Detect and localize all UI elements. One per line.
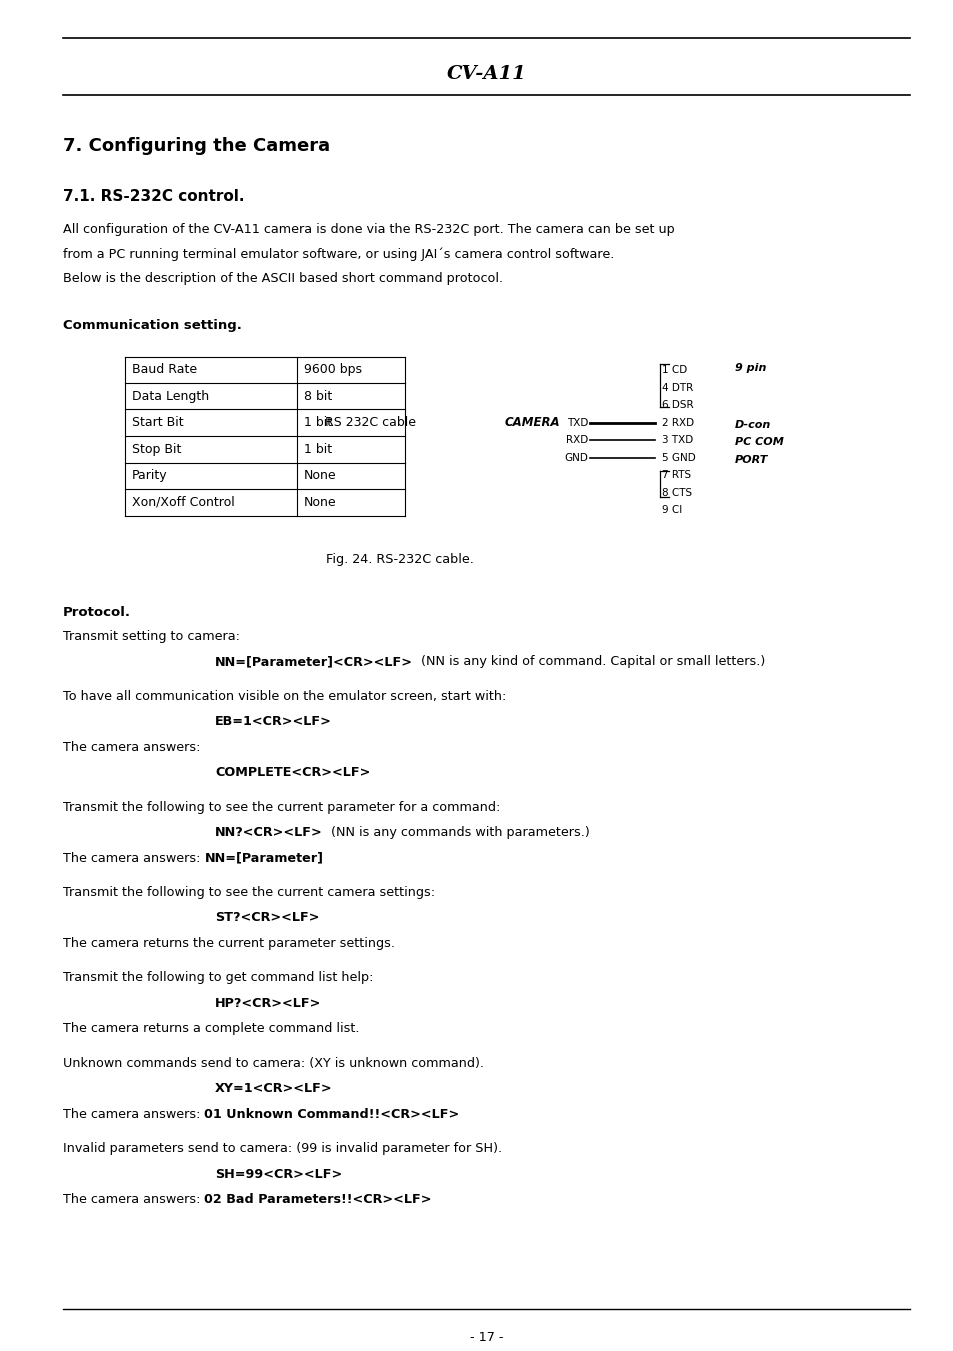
Text: EB=1<CR><LF>: EB=1<CR><LF> [214,715,332,728]
Text: from a PC running terminal emulator software, or using JAI´s camera control soft: from a PC running terminal emulator soft… [63,247,614,261]
Text: NN?<CR><LF>: NN?<CR><LF> [214,825,322,839]
Text: To have all communication visible on the emulator screen, start with:: To have all communication visible on the… [63,689,506,703]
Text: 1 CD: 1 CD [661,365,686,376]
Text: COMPLETE<CR><LF>: COMPLETE<CR><LF> [214,766,370,780]
Text: 5 GND: 5 GND [661,453,695,463]
Text: Communication setting.: Communication setting. [63,319,242,331]
Text: GND: GND [563,453,587,463]
Text: D-con: D-con [734,420,770,430]
Text: Stop Bit: Stop Bit [132,443,181,455]
Text: SH=99<CR><LF>: SH=99<CR><LF> [214,1167,342,1181]
Text: The camera answers:: The camera answers: [63,1108,204,1121]
Text: 01 Unknown Command!!<CR><LF>: 01 Unknown Command!!<CR><LF> [204,1108,459,1121]
Text: All configuration of the CV-A11 camera is done via the RS-232C port. The camera : All configuration of the CV-A11 camera i… [63,223,674,236]
Text: 1 bit: 1 bit [304,443,332,455]
Text: 7 RTS: 7 RTS [661,470,690,480]
Text: 8 CTS: 8 CTS [661,488,691,497]
Text: 8 bit: 8 bit [304,389,332,403]
Text: None: None [304,496,336,509]
Text: The camera answers:: The camera answers: [63,740,200,754]
Text: Below is the description of the ASCII based short command protocol.: Below is the description of the ASCII ba… [63,272,502,285]
Text: XY=1<CR><LF>: XY=1<CR><LF> [214,1082,333,1096]
Text: TXD: TXD [566,417,587,428]
Text: 9 CI: 9 CI [661,505,681,515]
Text: RXD: RXD [565,435,587,446]
Text: Transmit the following to get command list help:: Transmit the following to get command li… [63,971,374,985]
Text: The camera answers:: The camera answers: [63,851,204,865]
Text: Xon/Xoff Control: Xon/Xoff Control [132,496,234,509]
Text: Unknown commands send to camera: (XY is unknown command).: Unknown commands send to camera: (XY is … [63,1056,483,1070]
Text: 7. Configuring the Camera: 7. Configuring the Camera [63,136,330,155]
Text: The camera returns the current parameter settings.: The camera returns the current parameter… [63,938,395,950]
Text: None: None [304,469,336,482]
Text: PC COM: PC COM [734,438,783,447]
Text: HP?<CR><LF>: HP?<CR><LF> [214,997,321,1011]
Text: 4 DTR: 4 DTR [661,382,693,393]
Text: (NN is any kind of command. Capital or small letters.): (NN is any kind of command. Capital or s… [413,655,764,669]
Text: ST?<CR><LF>: ST?<CR><LF> [214,912,319,924]
Text: NN=[Parameter]<CR><LF>: NN=[Parameter]<CR><LF> [214,655,413,669]
Text: Transmit the following to see the current camera settings:: Transmit the following to see the curren… [63,886,435,898]
Text: Fig. 24. RS-232C cable.: Fig. 24. RS-232C cable. [326,554,474,566]
Text: Start Bit: Start Bit [132,416,183,430]
Text: - 17 -: - 17 - [469,1331,503,1344]
Text: Baud Rate: Baud Rate [132,363,197,376]
Text: CV-A11: CV-A11 [446,65,526,82]
Text: 7.1. RS-232C control.: 7.1. RS-232C control. [63,189,244,204]
Text: PORT: PORT [734,455,767,465]
Text: Invalid parameters send to camera: (99 is invalid parameter for SH).: Invalid parameters send to camera: (99 i… [63,1143,501,1155]
Text: 2 RXD: 2 RXD [661,417,694,428]
Text: 9 pin: 9 pin [734,363,765,373]
Text: Protocol.: Protocol. [63,605,131,619]
Text: Data Length: Data Length [132,389,209,403]
Text: (NN is any commands with parameters.): (NN is any commands with parameters.) [322,825,589,839]
Text: Parity: Parity [132,469,168,482]
Text: CAMERA: CAMERA [504,416,560,430]
Text: Transmit the following to see the current parameter for a command:: Transmit the following to see the curren… [63,801,500,813]
Text: 02 Bad Parameters!!<CR><LF>: 02 Bad Parameters!!<CR><LF> [204,1193,432,1206]
Text: 9600 bps: 9600 bps [304,363,361,376]
Text: NN=[Parameter]: NN=[Parameter] [204,851,323,865]
Text: Transmit setting to camera:: Transmit setting to camera: [63,630,240,643]
Text: The camera answers:: The camera answers: [63,1193,204,1206]
Text: The camera returns a complete command list.: The camera returns a complete command li… [63,1023,359,1035]
Text: 1 bit: 1 bit [304,416,332,430]
Text: 3 TXD: 3 TXD [661,435,693,446]
Text: RS 232C cable: RS 232C cable [325,416,416,430]
Text: 6 DSR: 6 DSR [661,400,693,411]
